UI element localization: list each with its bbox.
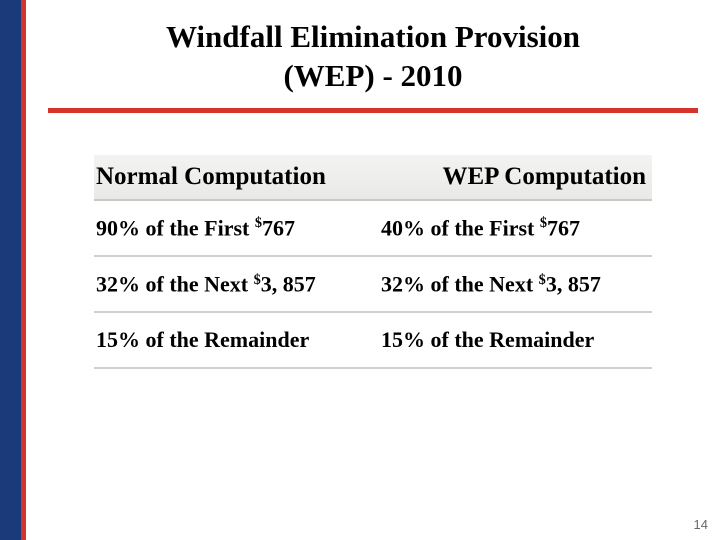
cell-normal-r3: 15% of the Remainder — [94, 312, 379, 368]
dollar-icon: $ — [255, 215, 262, 231]
pct: 32% — [96, 271, 140, 296]
cell-wep-r3: 15% of the Remainder — [379, 312, 652, 368]
pct: 32% — [381, 271, 425, 296]
mid: of the Next — [425, 271, 539, 296]
pct: 40% — [381, 215, 425, 240]
dollar-icon: $ — [539, 272, 546, 288]
mid: of the First — [425, 215, 540, 240]
table-row: 32% of the Next $3, 857 32% of the Next … — [94, 256, 652, 312]
dollar-icon: $ — [540, 215, 547, 231]
mid: of the Remainder — [140, 327, 309, 352]
title-line-1: Windfall Elimination Provision — [166, 19, 580, 54]
amt: 3, 857 — [546, 271, 601, 296]
cell-normal-r2: 32% of the Next $3, 857 — [94, 256, 379, 312]
title-underline — [48, 108, 698, 113]
pct: 90% — [96, 215, 140, 240]
cell-wep-r1: 40% of the First $767 — [379, 200, 652, 256]
amt: 3, 857 — [261, 271, 316, 296]
dollar-icon: $ — [254, 272, 261, 288]
title-line-2: (WEP) - 2010 — [283, 58, 462, 93]
cell-normal-r1: 90% of the First $767 — [94, 200, 379, 256]
page-number: 14 — [694, 517, 708, 532]
mid: of the Next — [140, 271, 254, 296]
page-title: Windfall Elimination Provision (WEP) - 2… — [54, 18, 692, 108]
computation-table: Normal Computation WEP Computation 90% o… — [94, 155, 652, 370]
table-body: 90% of the First $767 40% of the First $… — [94, 200, 652, 369]
table-row: 15% of the Remainder 15% of the Remainde… — [94, 312, 652, 368]
table-header-row: Normal Computation WEP Computation — [94, 155, 652, 200]
amt: 767 — [262, 215, 295, 240]
computation-table-wrap: Normal Computation WEP Computation 90% o… — [54, 155, 692, 370]
pct: 15% — [381, 327, 425, 352]
pct: 15% — [96, 327, 140, 352]
mid: of the First — [140, 215, 255, 240]
table-row: 90% of the First $767 40% of the First $… — [94, 200, 652, 256]
slide-content: Windfall Elimination Provision (WEP) - 2… — [26, 0, 720, 540]
amt: 767 — [547, 215, 580, 240]
mid: of the Remainder — [425, 327, 594, 352]
col-header-wep: WEP Computation — [379, 155, 652, 200]
cell-wep-r2: 32% of the Next $3, 857 — [379, 256, 652, 312]
col-header-normal: Normal Computation — [94, 155, 379, 200]
